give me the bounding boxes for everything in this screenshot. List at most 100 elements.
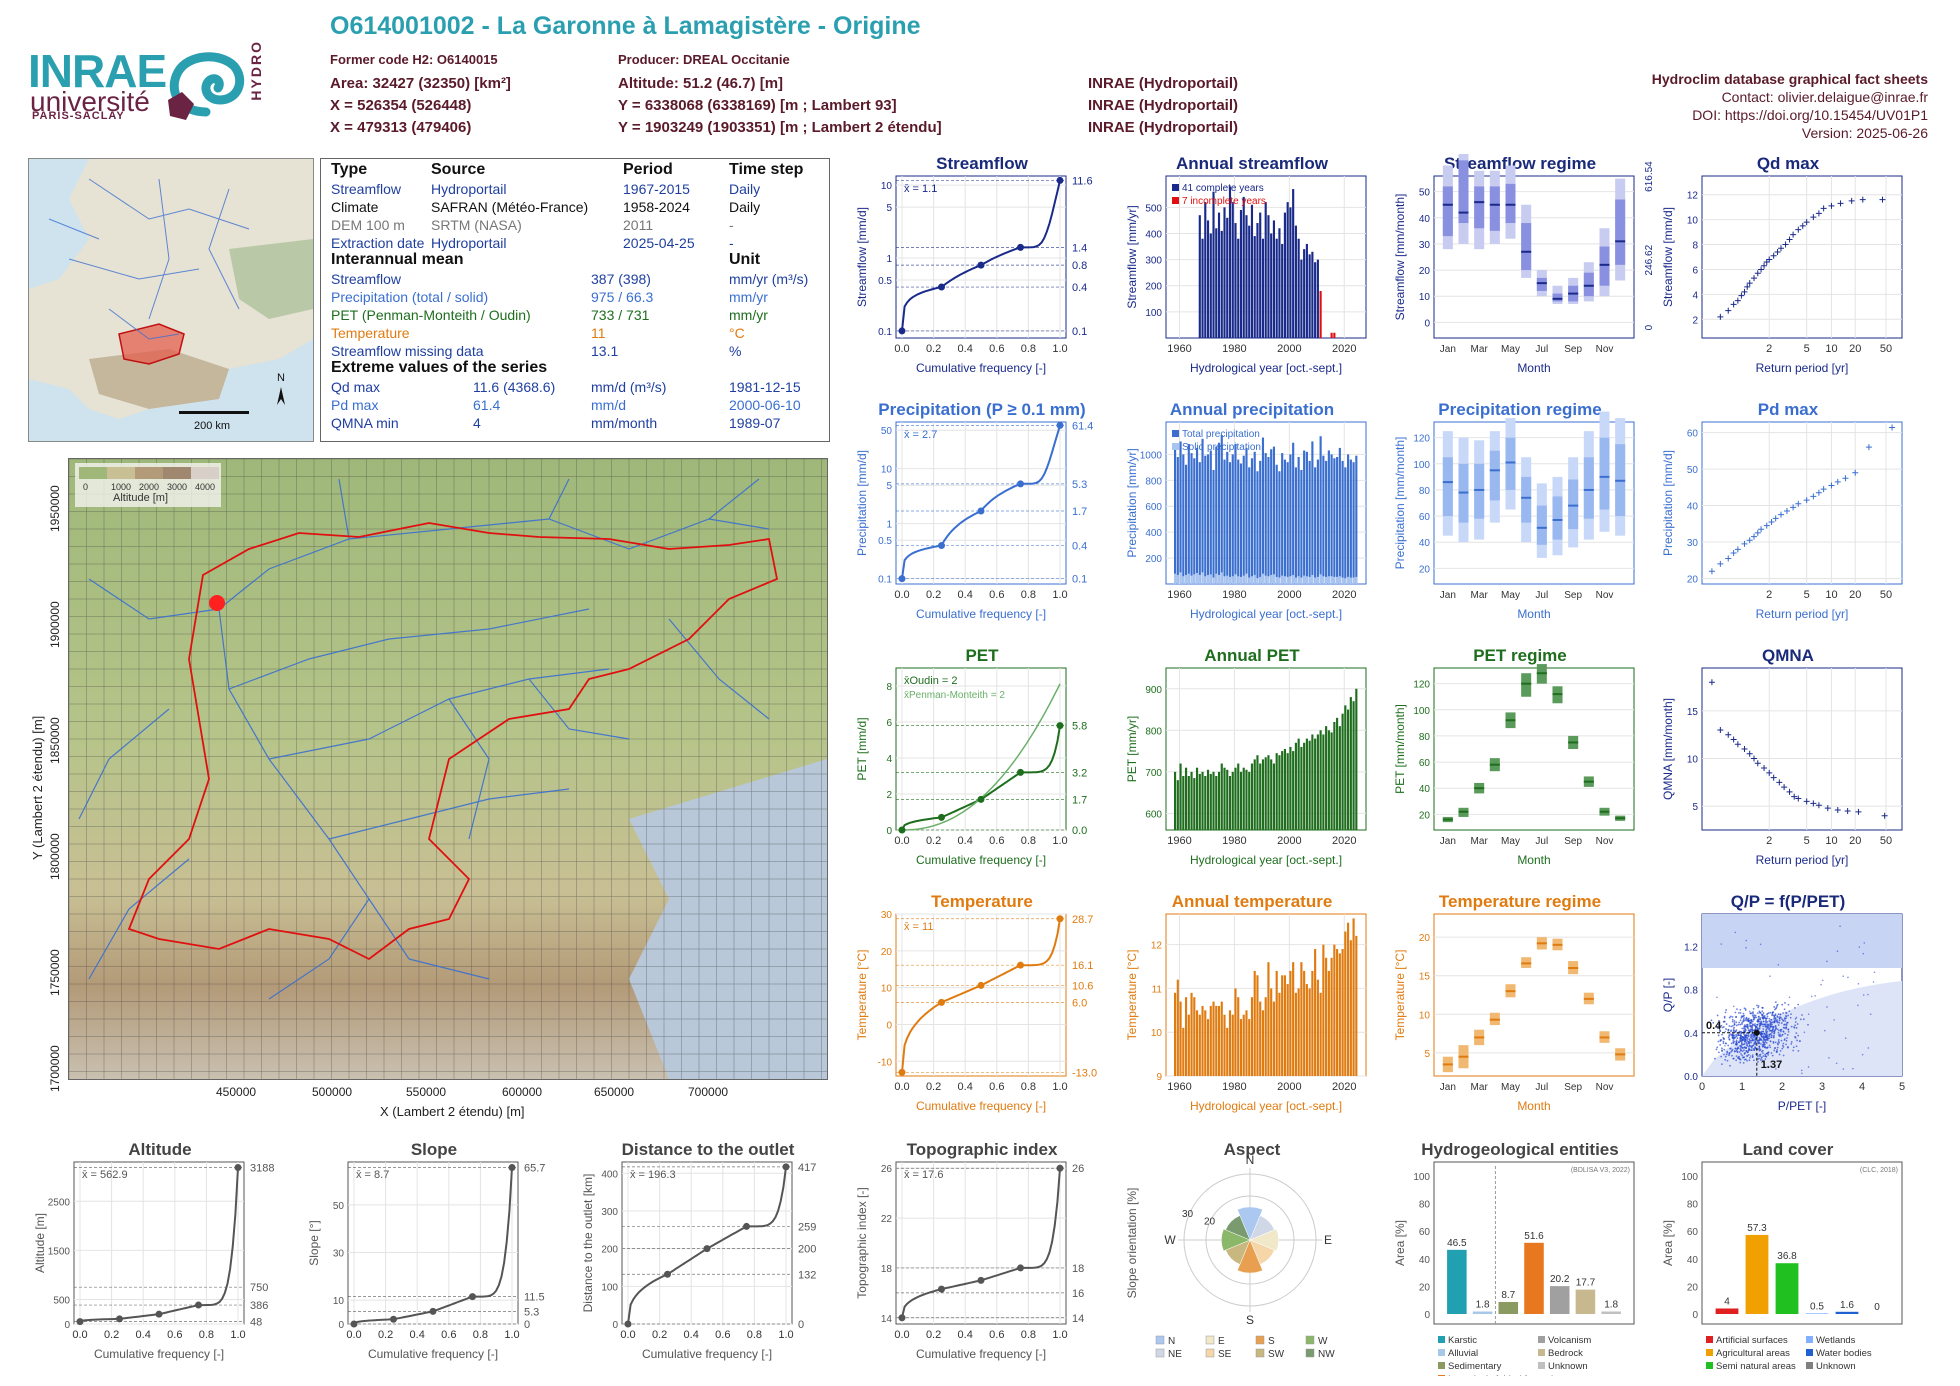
data-point — [1769, 1011, 1772, 1014]
catchment-map[interactable]: 0 1000 2000 3000 4000 Altitude [m] — [68, 458, 828, 1080]
data-point — [1720, 1063, 1723, 1065]
data-point — [1771, 1023, 1773, 1026]
data-point — [1770, 1052, 1773, 1054]
data-point — [1745, 1050, 1748, 1053]
data-point — [1762, 1052, 1764, 1054]
annual-bar — [1333, 722, 1336, 830]
data-point — [1810, 214, 1817, 221]
universite-logo: université — [30, 86, 150, 117]
axis-xlabel: Cumulative frequency [-] — [916, 1099, 1046, 1113]
annual-bar — [1303, 249, 1306, 338]
data-point — [1783, 1027, 1786, 1029]
data-point — [1773, 1020, 1776, 1023]
y-tick-label: 0.0 — [1684, 1072, 1698, 1083]
legend-swatch — [1806, 1336, 1813, 1343]
axis-ylabel: Precipitation [mm/d] — [1661, 450, 1675, 556]
legend-swatch — [1538, 1362, 1545, 1369]
x-tick-label: 0.4 — [958, 1081, 973, 1093]
data-point — [1763, 522, 1770, 529]
annual-bar — [1231, 202, 1234, 338]
data-point — [1747, 1035, 1750, 1038]
chart-title: Distance to the outlet — [621, 1140, 795, 1159]
row-type: DEM 100 m — [331, 217, 405, 233]
right-tick-label: 48 — [250, 1317, 262, 1329]
annual-bar — [1300, 469, 1303, 584]
chart-title: Topographic index — [906, 1140, 1058, 1159]
annual-bar — [1212, 771, 1215, 830]
credits-contact[interactable]: Contact: olivier.delaigue@inrae.fr — [1721, 89, 1928, 105]
data-point — [1773, 1049, 1776, 1052]
x-tick-label: 0.2 — [926, 835, 941, 847]
x-tick-label: 0.4 — [958, 343, 973, 355]
credits-version: Version: 2025-06-26 — [1801, 125, 1928, 141]
solid-bar — [1316, 576, 1319, 584]
data-point — [1785, 1027, 1788, 1030]
chart-annual-precipitation: Annual precipitation Precipitation [mm/yr… — [1120, 400, 1384, 636]
data-point — [1712, 1021, 1715, 1024]
quantile-point — [1017, 480, 1024, 488]
quantile-point — [155, 1310, 163, 1318]
x-tick-label: Jul — [1535, 344, 1548, 355]
x-tick-label: 2 — [1766, 835, 1772, 847]
data-point — [1716, 996, 1718, 999]
mean-label: PET (Penman-Monteith / Oudin) — [331, 307, 531, 323]
x-tick-label: 0.6 — [989, 343, 1004, 355]
y-tick-label: 15 — [1419, 972, 1431, 983]
map-ytick: 1950000 — [48, 485, 62, 532]
data-point — [1781, 1003, 1784, 1006]
data-point — [1776, 1003, 1779, 1006]
chart-title: Aspect — [1223, 1140, 1281, 1159]
bar-value-label: 1.8 — [1476, 1300, 1490, 1311]
chart-distance: Distance to the outlet Distance to the ou… — [576, 1140, 840, 1376]
data-point — [1753, 1017, 1756, 1019]
annual-bar — [1201, 771, 1204, 830]
solid-bar — [1264, 575, 1267, 584]
data-point — [1731, 1036, 1734, 1039]
quantile-point — [898, 826, 906, 834]
data-point — [1722, 1036, 1725, 1039]
legend-swatch — [1706, 1349, 1713, 1356]
data-point — [1751, 1026, 1754, 1029]
data-point — [1721, 1033, 1723, 1036]
annual-bar — [1319, 290, 1322, 338]
data-point — [1751, 1014, 1754, 1017]
data-point — [1754, 1047, 1757, 1050]
data-point — [1772, 515, 1779, 522]
quantile-point — [390, 1315, 397, 1323]
annual-bar — [1352, 462, 1355, 584]
legend-swatch — [1806, 1349, 1813, 1356]
data-point — [1751, 1039, 1754, 1042]
right-tick-label: 61.4 — [1072, 420, 1093, 432]
annual-bar — [1278, 992, 1281, 1076]
quantile-point — [1017, 1264, 1024, 1272]
x-tick-label: 10 — [1825, 343, 1837, 355]
data-point — [1733, 1026, 1736, 1029]
data-point — [1772, 1011, 1775, 1014]
data-point — [1746, 750, 1753, 757]
data-point — [1756, 1023, 1759, 1026]
x-tick-label: 2 — [1766, 589, 1772, 601]
data-point — [1760, 1039, 1763, 1042]
x-tick-label: 0.8 — [1021, 1081, 1036, 1093]
axis-ylabel: PET [mm/month] — [1393, 704, 1407, 794]
data-point — [1735, 1040, 1738, 1043]
annual-bar — [1322, 734, 1325, 830]
gauging-station-marker[interactable] — [209, 595, 225, 611]
solid-bar — [1206, 574, 1210, 584]
data-point — [1736, 1034, 1738, 1036]
map-xtick: 500000 — [312, 1085, 353, 1099]
altitude-legend-swatch — [191, 467, 219, 479]
data-point — [1777, 1033, 1780, 1036]
solid-bar — [1234, 574, 1237, 584]
annual-bar — [1352, 701, 1355, 830]
annual-bar — [1250, 458, 1254, 584]
annual-bar — [1347, 922, 1350, 1076]
annual-bar — [1352, 918, 1355, 1076]
chart-svg: Slope [°]Cumulative frequency [-]0.0 0.2 0… — [307, 1161, 545, 1361]
data-point — [1737, 1033, 1740, 1036]
annual-bar — [1237, 763, 1240, 830]
credits-doi[interactable]: DOI: https://doi.org/10.15454/UV01P1 — [1692, 107, 1928, 123]
chart-svg: Temperature [°C]Hydrological year [oct.-… — [1125, 913, 1367, 1113]
quantile-point — [1017, 961, 1024, 969]
annual-bar — [1270, 449, 1273, 584]
